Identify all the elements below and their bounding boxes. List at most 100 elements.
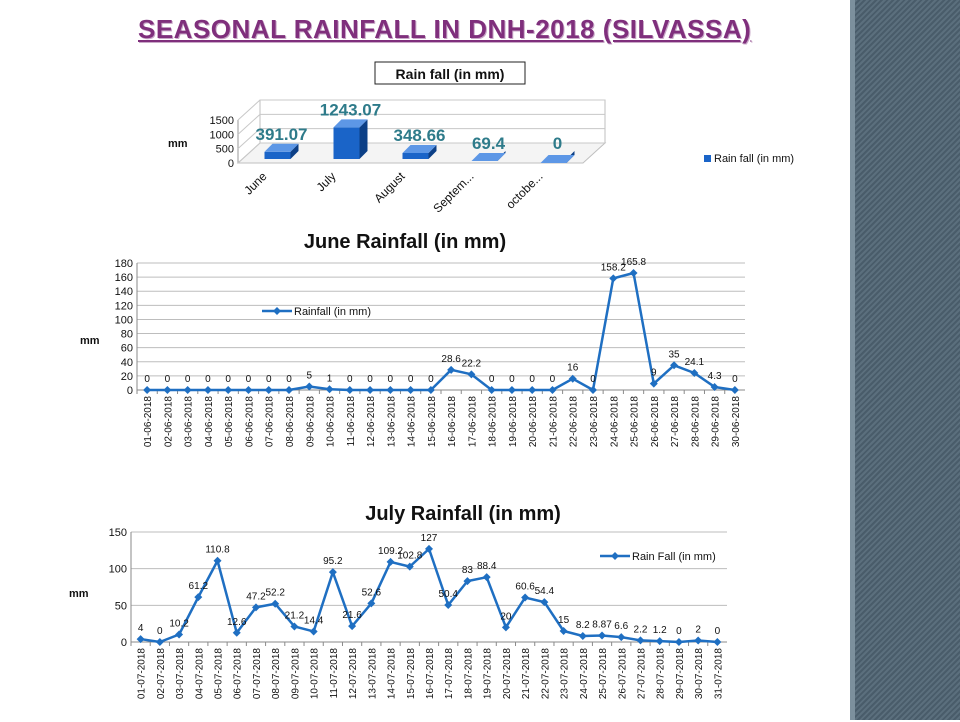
data-label: 0 [246, 374, 252, 385]
x-tick-label: 09-06-2018 [305, 396, 316, 448]
data-point [540, 598, 549, 607]
x-tick-label: 10-07-2018 [310, 648, 321, 700]
data-point [328, 568, 337, 577]
data-point [203, 386, 212, 394]
data-label: 0 [553, 134, 562, 153]
x-tick-label: 14-07-2018 [387, 648, 398, 700]
grid [236, 99, 607, 164]
x-tick-label: 14-06-2018 [407, 396, 418, 448]
bar-front [402, 153, 429, 159]
data-point [271, 599, 280, 608]
data-label: 0 [225, 374, 231, 385]
x-tick-label: 08-06-2018 [285, 396, 296, 448]
data-point [482, 573, 491, 582]
data-label: 0 [529, 374, 535, 385]
series-line [136, 544, 722, 646]
data-label: 61.2 [189, 581, 209, 592]
data-label: 0 [489, 374, 495, 385]
data-label: 2 [695, 625, 701, 636]
chart-title: Rain fall (in mm) [396, 66, 505, 82]
x-tick-label: 01-06-2018 [143, 396, 154, 448]
data-label: 9 [651, 368, 657, 379]
series-line [140, 547, 718, 644]
x-tick-label: 04-07-2018 [194, 648, 205, 700]
data-label: 1 [327, 373, 333, 384]
data-point [325, 385, 334, 394]
x-tick-label: 22-06-2018 [569, 396, 580, 448]
data-point [694, 636, 703, 645]
x-tick-label: 30-06-2018 [731, 396, 742, 448]
x-tick-label: 27-06-2018 [670, 396, 681, 448]
x-tick-label: 10-06-2018 [326, 396, 337, 448]
x-tick-label: 26-07-2018 [617, 648, 628, 700]
data-point [175, 630, 184, 639]
y-tick-label: 50 [115, 600, 127, 612]
data-point [163, 386, 172, 394]
y-tick-label: 150 [109, 527, 127, 539]
data-label: 0 [676, 626, 682, 637]
bar-side [428, 145, 437, 159]
x-tick-label: 16-06-2018 [447, 396, 458, 448]
data-label: 47.2 [246, 591, 266, 602]
data-label: 0 [367, 374, 373, 385]
data-label: 0 [205, 374, 211, 385]
y-tick-label: 80 [121, 329, 133, 341]
bar-top [264, 143, 299, 152]
data-point [463, 577, 472, 586]
x-tick-label: 18-07-2018 [463, 648, 474, 700]
data-label: 0 [347, 374, 353, 385]
x-tick-label: 15-06-2018 [427, 396, 438, 448]
data-point [285, 386, 293, 394]
series-line [143, 269, 739, 394]
data-point [578, 631, 587, 640]
data-point [636, 636, 645, 645]
x-tick-label: 11-06-2018 [346, 396, 357, 447]
y-axis-label: mm [168, 138, 188, 150]
data-point [194, 593, 203, 602]
data-point [305, 382, 314, 391]
data-label: 0 [732, 374, 738, 385]
x-tick-label: 12-07-2018 [348, 648, 359, 700]
data-label: 0 [144, 374, 150, 385]
x-tick-label: 13-07-2018 [367, 648, 378, 700]
data-label: 110.8 [205, 545, 230, 556]
x-tick-label: 07-06-2018 [265, 396, 276, 448]
bar-front [333, 127, 360, 159]
data-label: 69.4 [472, 134, 506, 153]
june-rainfall-line-chart: June Rainfall (in mm) mm 020406080100120… [80, 231, 745, 448]
data-label: 52.6 [362, 587, 382, 598]
x-tick-label: 24-07-2018 [579, 648, 590, 700]
data-point [224, 386, 233, 394]
x-tick-label: 20-07-2018 [502, 648, 513, 700]
data-point [629, 269, 638, 278]
data-label: 14.4 [304, 615, 324, 626]
data-label: 5 [306, 370, 312, 381]
legend-swatch [704, 155, 711, 162]
x-tick-label: 21-07-2018 [521, 648, 532, 700]
data-label: 0 [286, 374, 292, 385]
x-tick-label: 09-07-2018 [290, 648, 301, 700]
gridline [237, 142, 605, 164]
data-point [345, 386, 354, 394]
x-tick-label: 17-06-2018 [467, 396, 478, 448]
x-tick-label: 07-07-2018 [252, 648, 263, 700]
data-label: 0 [185, 374, 191, 385]
y-tick-labels: 0 500 1000 1500 [210, 115, 234, 170]
data-label: 21.6 [342, 610, 362, 621]
y-tick-label: 100 [115, 314, 133, 326]
y-tick-label: 160 [115, 272, 133, 284]
x-tick-label: 23-07-2018 [560, 648, 571, 700]
data-point [348, 622, 357, 631]
x-tick-label: 02-07-2018 [156, 648, 167, 700]
data-point [309, 627, 318, 636]
data-label: 6.6 [614, 621, 628, 632]
x-tick-label: 25-07-2018 [598, 648, 609, 700]
data-point [568, 374, 577, 383]
x-tick-label: 05-06-2018 [224, 396, 235, 448]
data-label: 0 [428, 374, 434, 385]
data-point [213, 556, 222, 565]
data-label: 21.2 [285, 610, 305, 621]
data-label: 1243.07 [320, 100, 381, 119]
data-point [251, 603, 260, 612]
